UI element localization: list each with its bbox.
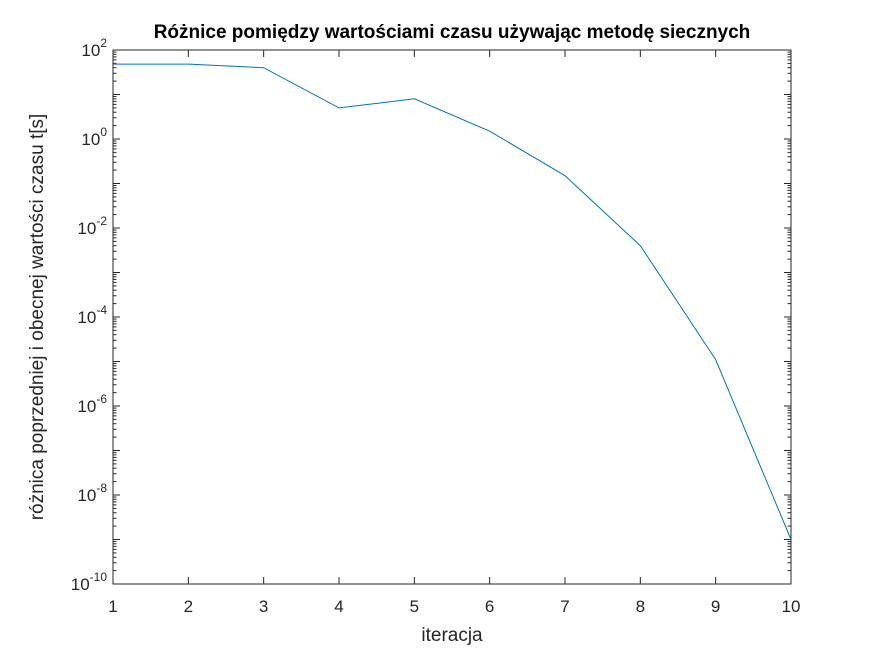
x-tick-label: 2	[184, 597, 193, 616]
x-tick-label: 8	[636, 597, 645, 616]
x-tick-label: 3	[259, 597, 268, 616]
x-tick-label: 1	[108, 597, 117, 616]
y-tick-labels: 102 100 10-2 10-4 10-6 10-8 10-10	[71, 36, 108, 594]
chart-title: Różnice pomiędzy wartościami czasu używa…	[154, 22, 751, 43]
x-tick-label: 6	[485, 597, 494, 616]
series-layer	[113, 63, 792, 540]
plot-area	[113, 50, 791, 584]
y-tick-label: 10-4	[77, 303, 107, 327]
series-line	[113, 63, 792, 540]
y-tick-label: 10-2	[77, 214, 107, 238]
y-tick-label: 10-6	[77, 392, 107, 416]
y-tick-label: 100	[81, 125, 107, 149]
y-tick-label: 10-8	[77, 481, 107, 505]
axes-box	[112, 49, 792, 585]
y-tick-label: 10-10	[71, 570, 108, 594]
y-tick-label: 102	[81, 36, 107, 60]
x-tick-labels: 1 2 3 4 5 6 7 8 9 10	[108, 597, 800, 616]
y-axis-label: różnica poprzedniej i obecnej wartości c…	[27, 114, 48, 521]
x-tick-label: 10	[782, 597, 801, 616]
minor-ticks	[113, 51, 791, 572]
x-tick-label: 9	[711, 597, 720, 616]
x-tick-label: 7	[560, 597, 569, 616]
x-tick-label: 4	[334, 597, 343, 616]
x-tick-label: 5	[410, 597, 419, 616]
x-axis-label: iteracja	[421, 625, 483, 646]
